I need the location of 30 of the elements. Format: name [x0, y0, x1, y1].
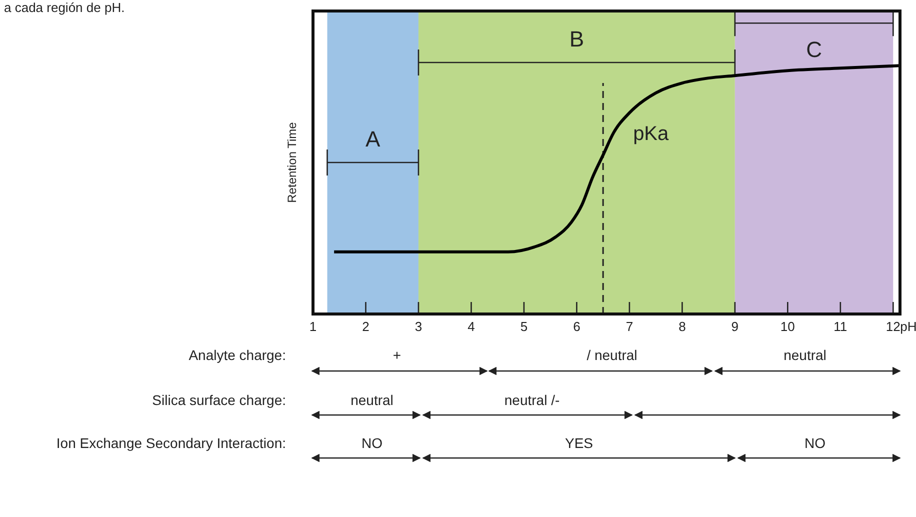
text: a cada región de pH.	[4, 0, 125, 15]
band-label: A	[366, 126, 381, 152]
text: YES	[564, 435, 594, 451]
x-axis-title: pH	[900, 319, 916, 334]
text: NO	[804, 435, 826, 451]
text: neutral	[350, 392, 394, 408]
x-tick-label: 6	[573, 319, 580, 334]
x-tick-label: 11	[834, 319, 848, 334]
x-tick-label: 12	[886, 319, 900, 334]
text: +	[392, 347, 402, 363]
x-tick-label: 9	[731, 319, 739, 334]
x-tick-label: 4	[468, 319, 475, 334]
ref-line-label: pKa	[633, 123, 670, 146]
text: Analyte charge:	[188, 347, 286, 363]
x-tick-label: 2	[362, 319, 370, 334]
x-tick-label: 10	[780, 319, 795, 334]
text: Ion Exchange Secondary Interaction:	[56, 435, 286, 451]
text: / neutral	[586, 347, 638, 363]
x-tick-label: 7	[626, 319, 634, 334]
text: neutral /-	[504, 392, 560, 408]
x-tick-label: 8	[678, 319, 686, 334]
band-label: B	[569, 26, 584, 52]
x-tick-label: 5	[520, 319, 528, 334]
x-tick-label: 3	[414, 319, 422, 334]
x-tick-label: 1	[309, 319, 317, 334]
text: NO	[362, 435, 383, 451]
y-axis-title: Retention Time	[285, 122, 299, 203]
text: neutral	[784, 347, 826, 363]
text: Silica surface charge:	[152, 392, 286, 408]
band-label: C	[806, 37, 822, 62]
